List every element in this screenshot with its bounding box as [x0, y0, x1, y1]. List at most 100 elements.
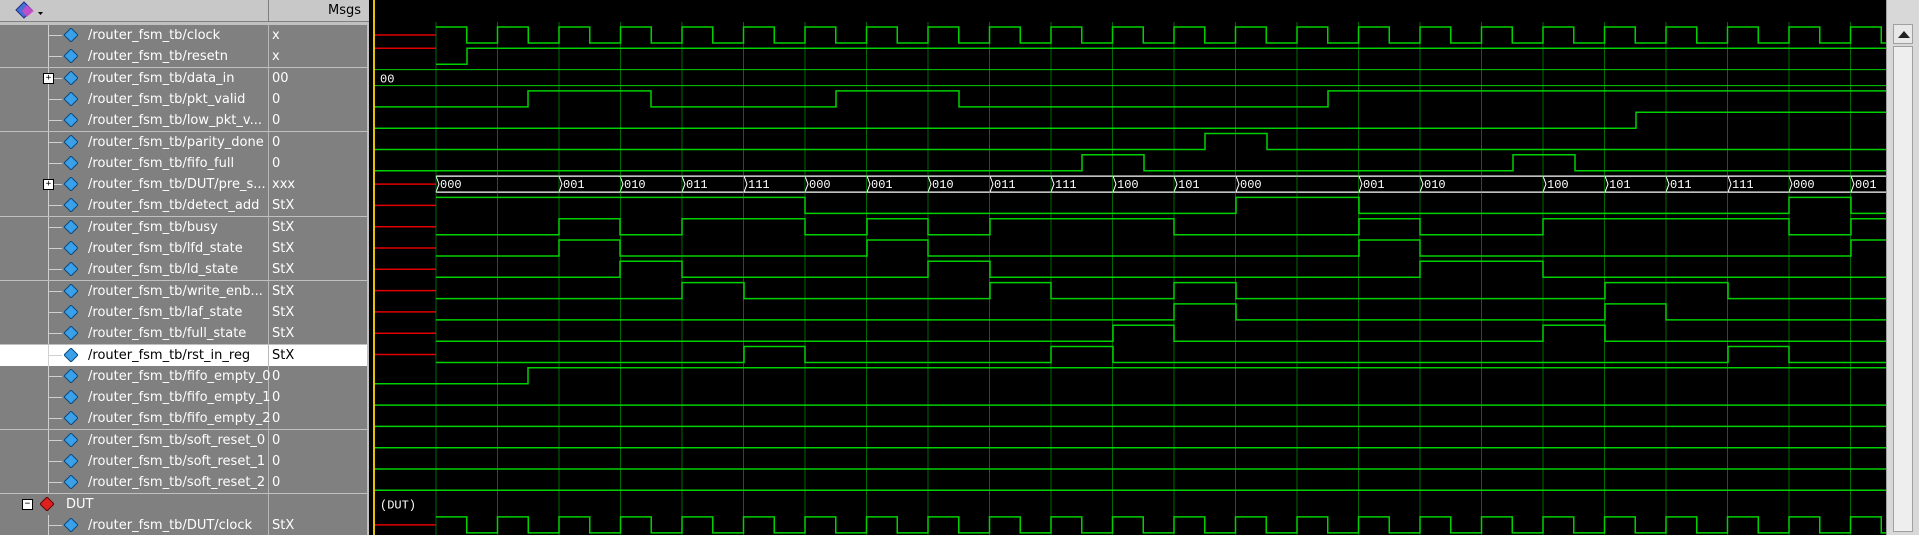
signal-row[interactable]: /router_fsm_tb/full_state StX [0, 323, 369, 345]
bus-transition [804, 175, 809, 193]
column-separator [268, 259, 269, 281]
signal-value-cell[interactable] [269, 280, 367, 302]
wave-window-icon[interactable] [14, 1, 44, 21]
signal-value-cell[interactable] [269, 174, 367, 196]
tree-branch [48, 226, 62, 228]
signal-value-cell[interactable] [269, 216, 367, 238]
signal-value-cell[interactable] [269, 493, 367, 515]
signal-value-cell[interactable] [269, 344, 367, 366]
signal-value-cell[interactable] [269, 387, 367, 409]
signal-diamond-icon [64, 134, 78, 149]
signal-row[interactable]: /router_fsm_tb/soft_reset_2 0 [0, 472, 369, 494]
signal-value-cell[interactable] [269, 301, 367, 323]
group-row[interactable]: − DUT [0, 493, 369, 515]
signal-value-cell[interactable] [269, 88, 367, 110]
signal-row[interactable]: /router_fsm_tb/laf_state StX [0, 301, 369, 323]
scroll-thumb[interactable] [1893, 46, 1913, 532]
signal-row[interactable]: /router_fsm_tb/ld_state StX [0, 259, 369, 281]
signal-row[interactable]: /router_fsm_tb/fifo_empty_0 0 [0, 365, 369, 387]
column-separator [268, 514, 269, 535]
signal-name-cell[interactable] [0, 514, 268, 535]
signal-name-cell[interactable] [0, 472, 268, 494]
signal-name-cell[interactable] [0, 238, 268, 259]
signal-name-cell[interactable] [0, 174, 268, 196]
signal-row[interactable]: /router_fsm_tb/lfd_state StX [0, 238, 369, 259]
signal-name-cell[interactable] [0, 195, 268, 217]
signal-row[interactable]: /router_fsm_tb/DUT/clock StX [0, 514, 369, 535]
waveform-area[interactable] [369, 0, 1886, 535]
state-bus-label: 000 [440, 178, 462, 192]
signal-name-cell[interactable] [0, 493, 268, 515]
signal-name-cell[interactable] [0, 301, 268, 323]
data-in-label: 00 [380, 73, 394, 87]
expand-icon[interactable]: + [43, 179, 54, 191]
signal-value-cell[interactable] [269, 514, 367, 535]
signal-row[interactable]: /router_fsm_tb/low_pkt_v... 0 [0, 110, 369, 132]
signal-name-cell[interactable] [0, 46, 268, 68]
signal-name-cell[interactable] [0, 408, 268, 430]
signal-row[interactable]: /router_fsm_tb/fifo_full 0 [0, 152, 369, 174]
signal-row[interactable]: /router_fsm_tb/fifo_empty_1 0 [0, 387, 369, 409]
vertical-scrollbar[interactable] [1886, 0, 1919, 535]
column-separator [268, 408, 269, 430]
signal-name-cell[interactable] [0, 451, 268, 472]
signal-name-cell[interactable] [0, 110, 268, 132]
signal-name-cell[interactable] [0, 323, 268, 345]
signal-name-cell[interactable] [0, 152, 268, 174]
bus-transition [927, 175, 932, 193]
tree-branch [48, 35, 62, 36]
signal-name: /router_fsm_tb/pkt_valid [88, 91, 246, 107]
signal-value-cell[interactable] [269, 259, 367, 281]
signal-value-cell[interactable] [269, 365, 367, 387]
signal-value-cell[interactable] [269, 110, 367, 132]
signal-name-cell[interactable] [0, 131, 268, 153]
signal-name-cell[interactable] [0, 429, 268, 451]
signal-name-cell[interactable] [0, 344, 268, 366]
signal-row[interactable]: /router_fsm_tb/resetn x [0, 46, 369, 68]
signal-value-cell[interactable] [269, 408, 367, 430]
signal-row[interactable]: /router_fsm_tb/detect_add StX [0, 195, 369, 217]
bus-transition [1850, 175, 1855, 193]
signal-row[interactable]: /router_fsm_tb/rst_in_reg StX [0, 344, 369, 366]
signal-row[interactable]: + /router_fsm_tb/data_in 00 [0, 67, 369, 89]
signal-name-cell[interactable] [0, 88, 268, 110]
signal-value: 00 [272, 70, 289, 86]
collapse-icon[interactable]: − [22, 498, 33, 510]
signal-row[interactable]: /router_fsm_tb/clock x [0, 25, 369, 46]
scroll-up-arrow-icon[interactable] [1893, 24, 1913, 44]
signal-value-cell[interactable] [269, 46, 367, 68]
signal-name-cell[interactable] [0, 259, 268, 281]
column-divider[interactable] [268, 0, 269, 21]
signal-row[interactable]: /router_fsm_tb/fifo_empty_2 0 [0, 408, 369, 430]
signal-name-cell[interactable] [0, 67, 268, 89]
signal-name-cell[interactable] [0, 25, 268, 46]
signal-value-cell[interactable] [269, 451, 367, 472]
signal-value-cell[interactable] [269, 195, 367, 217]
signal-value-cell[interactable] [269, 472, 367, 494]
signal-row[interactable]: + /router_fsm_tb/DUT/pre_s... xxx [0, 174, 369, 196]
signal-row[interactable]: /router_fsm_tb/busy StX [0, 216, 369, 238]
signal-value-cell[interactable] [269, 131, 367, 153]
column-separator [268, 451, 269, 472]
column-separator [268, 387, 269, 409]
signal-name-cell[interactable] [0, 365, 268, 387]
expand-icon[interactable]: + [43, 72, 54, 84]
signal-value-cell[interactable] [269, 429, 367, 451]
cursor-line[interactable] [373, 0, 375, 535]
signal-diamond-icon [64, 517, 78, 532]
state-bus-label: 010 [624, 178, 646, 192]
signal-value-cell[interactable] [269, 323, 367, 345]
signal-value-cell[interactable] [269, 238, 367, 259]
signal-name-cell[interactable] [0, 387, 268, 409]
signal-value-cell[interactable] [269, 25, 367, 46]
signal-row[interactable]: /router_fsm_tb/pkt_valid 0 [0, 88, 369, 110]
signal-name-cell[interactable] [0, 216, 268, 238]
signal-row[interactable]: /router_fsm_tb/write_enb... StX [0, 280, 369, 302]
signal-value-cell[interactable] [269, 67, 367, 89]
signal-row[interactable]: /router_fsm_tb/soft_reset_0 0 [0, 429, 369, 451]
signal-row[interactable]: /router_fsm_tb/soft_reset_1 0 [0, 451, 369, 472]
signal-name-cell[interactable] [0, 280, 268, 302]
signal-value-cell[interactable] [269, 152, 367, 174]
signal-row[interactable]: /router_fsm_tb/parity_done 0 [0, 131, 369, 153]
